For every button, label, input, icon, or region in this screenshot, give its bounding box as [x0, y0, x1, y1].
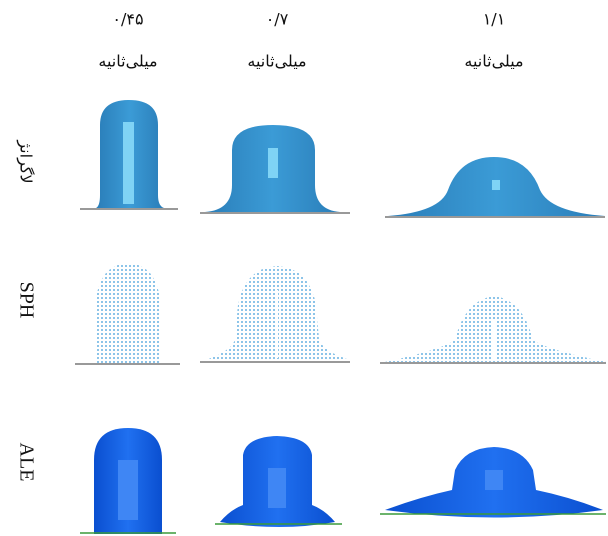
row-label: ALE: [15, 443, 37, 482]
column-unit: میلی‌ثانیه: [247, 52, 306, 71]
column-unit: میلی‌ثانیه: [98, 52, 157, 71]
column-time: ۰/۴۵: [112, 10, 143, 29]
sph-images: [75, 263, 606, 365]
row-label: SPH: [15, 282, 37, 319]
ale-images: [80, 428, 606, 534]
column-time: ۱/۱: [483, 10, 506, 29]
column-time: ۰/۷: [266, 10, 289, 29]
column-unit: میلی‌ثانیه: [464, 52, 523, 71]
row-label: لاگرانژ: [16, 139, 36, 183]
lagrange-images: [80, 100, 605, 218]
